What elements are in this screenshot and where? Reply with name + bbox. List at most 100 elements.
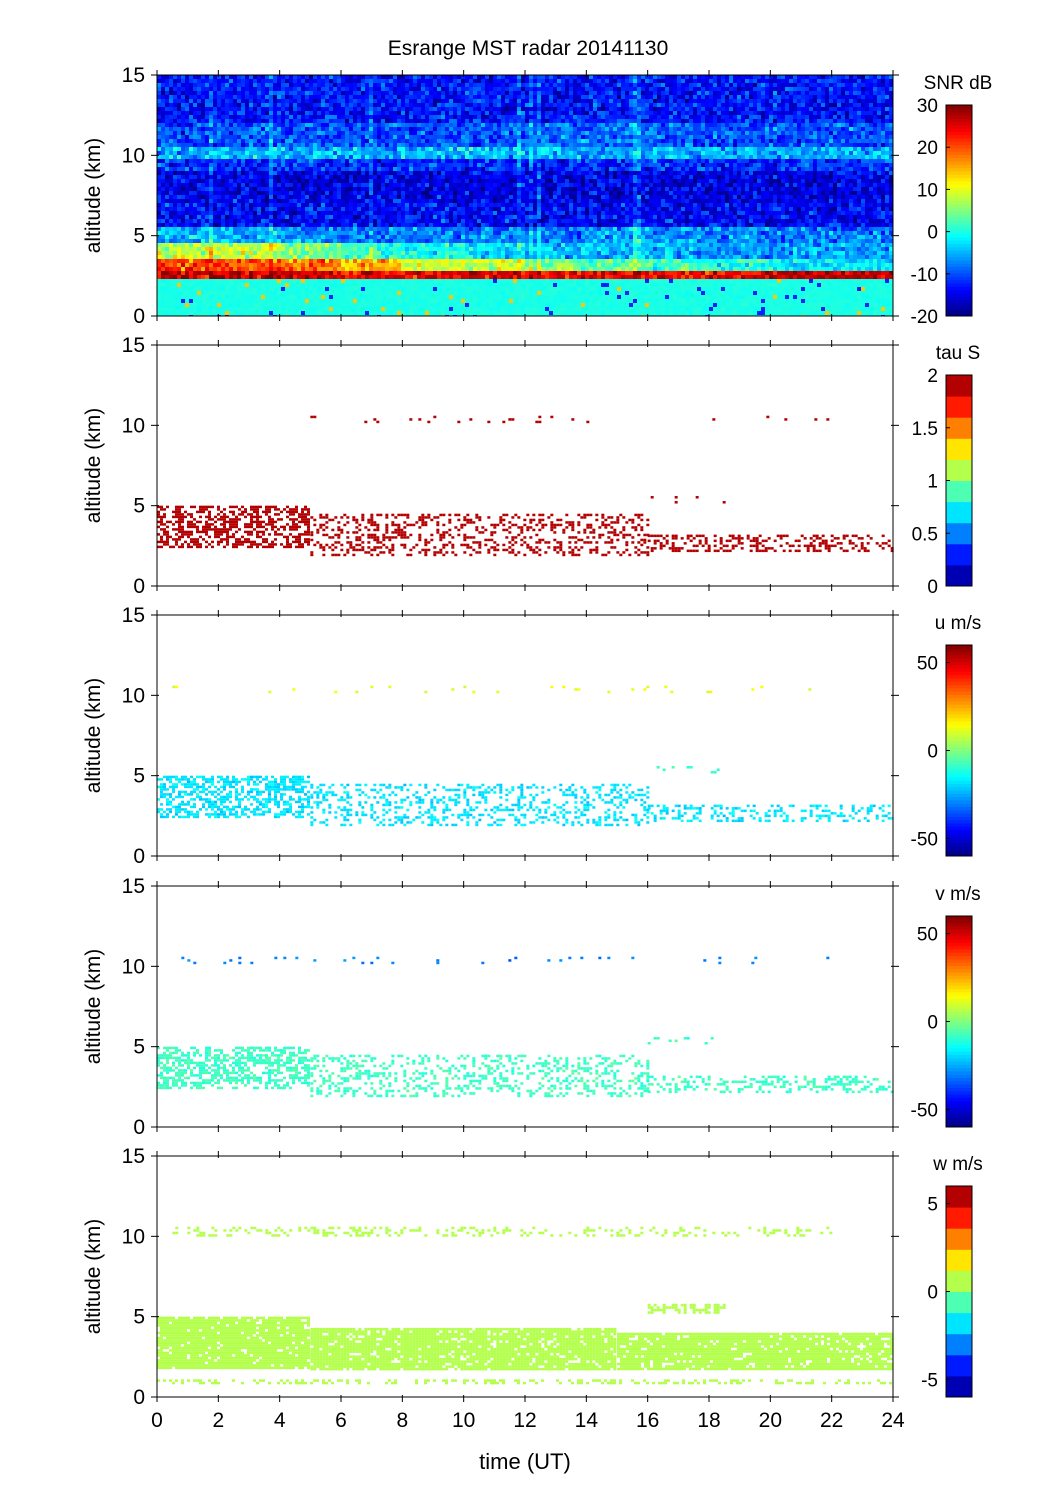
heatmap-cell (169, 179, 173, 183)
heatmap-cell (421, 227, 425, 231)
heatmap-cell (177, 271, 181, 275)
heatmap-cell (309, 295, 313, 299)
heatmap-cell (237, 151, 241, 155)
heatmap-cell (277, 223, 281, 227)
heatmap-cell (461, 215, 465, 219)
heatmap-cell (213, 195, 217, 199)
heatmap-cell (353, 199, 357, 203)
heatmap-cell (409, 131, 413, 135)
heatmap-cell (277, 103, 281, 107)
heatmap-cell (273, 171, 277, 175)
heatmap-cell (437, 87, 441, 91)
heatmap-cell (241, 219, 245, 223)
heatmap-cell (421, 151, 425, 155)
heatmap-cell (473, 303, 477, 307)
heatmap-cell (241, 191, 245, 195)
heatmap-cell (229, 259, 233, 263)
heatmap-cell (193, 303, 197, 307)
heatmap-cell (449, 203, 453, 207)
heatmap-cell (229, 291, 233, 295)
heatmap-cell (169, 79, 173, 83)
heatmap-cell (169, 167, 173, 171)
heatmap-cell (289, 235, 293, 239)
heatmap-cell (245, 271, 249, 275)
heatmap-cell (229, 155, 233, 159)
heatmap-cell (261, 235, 265, 239)
heatmap-cell (253, 91, 257, 95)
heatmap-cell (157, 119, 161, 123)
heatmap-cell (325, 287, 329, 291)
heatmap-cell (293, 195, 297, 199)
heatmap-cell (345, 255, 349, 259)
heatmap-cell (281, 91, 285, 95)
heatmap-cell (269, 211, 273, 215)
heatmap-cell (221, 95, 225, 99)
heatmap-cell (429, 239, 433, 243)
heatmap-cell (165, 295, 169, 299)
heatmap-cell (401, 79, 405, 83)
heatmap-cell (297, 139, 301, 143)
heatmap-cell (269, 307, 273, 311)
heatmap-cell (169, 135, 173, 139)
heatmap-cell (197, 187, 201, 191)
heatmap-cell (321, 215, 325, 219)
heatmap-cell (481, 155, 485, 159)
heatmap-cell (445, 119, 449, 123)
heatmap-cell (209, 243, 213, 247)
heatmap-cell (481, 219, 485, 223)
heatmap-cell (265, 295, 269, 299)
heatmap-cell (457, 287, 461, 291)
heatmap-cell (381, 87, 385, 91)
heatmap-cell (273, 303, 277, 307)
heatmap-cell (229, 151, 233, 155)
heatmap-cell (237, 223, 241, 227)
heatmap-cell (437, 263, 441, 267)
heatmap-cell (441, 171, 445, 175)
heatmap-cell (477, 87, 481, 91)
heatmap-cell (421, 167, 425, 171)
heatmap-cell (225, 79, 229, 83)
heatmap-cell (397, 267, 401, 271)
heatmap-cell (261, 219, 265, 223)
heatmap-cell (177, 219, 181, 223)
heatmap-cell (457, 139, 461, 143)
heatmap-cell (225, 243, 229, 247)
heatmap-cell (373, 111, 377, 115)
heatmap-cell (225, 247, 229, 251)
heatmap-cell (177, 211, 181, 215)
heatmap-cell (393, 95, 397, 99)
heatmap-cell (165, 207, 169, 211)
heatmap-cell (249, 243, 253, 247)
heatmap-cell (461, 219, 465, 223)
heatmap-cell (477, 143, 481, 147)
heatmap-cell (349, 103, 353, 107)
heatmap-cell (389, 243, 393, 247)
heatmap-cell (425, 183, 429, 187)
heatmap-cell (437, 95, 441, 99)
heatmap-cell (329, 219, 333, 223)
heatmap-cell (261, 175, 265, 179)
heatmap-cell (349, 163, 353, 167)
heatmap-cell (209, 303, 213, 307)
heatmap-cell (381, 263, 385, 267)
heatmap-cell (405, 215, 409, 219)
heatmap-cell (421, 187, 425, 191)
heatmap-cell (365, 275, 369, 279)
heatmap-cell (393, 107, 397, 111)
heatmap-cell (281, 79, 285, 83)
heatmap-cell (169, 147, 173, 151)
heatmap-cell (229, 311, 233, 315)
heatmap-cell (381, 227, 385, 231)
heatmap-cell (409, 283, 413, 287)
heatmap-cell (229, 251, 233, 255)
heatmap-cell (313, 219, 317, 223)
heatmap-cell (389, 195, 393, 199)
heatmap-cell (477, 303, 481, 307)
heatmap-cell (473, 251, 477, 255)
heatmap-cell (185, 307, 189, 311)
heatmap-cell (341, 247, 345, 251)
heatmap-cell (181, 247, 185, 251)
heatmap-cell (433, 119, 437, 123)
heatmap-cell (457, 231, 461, 235)
heatmap-cell (481, 187, 485, 191)
